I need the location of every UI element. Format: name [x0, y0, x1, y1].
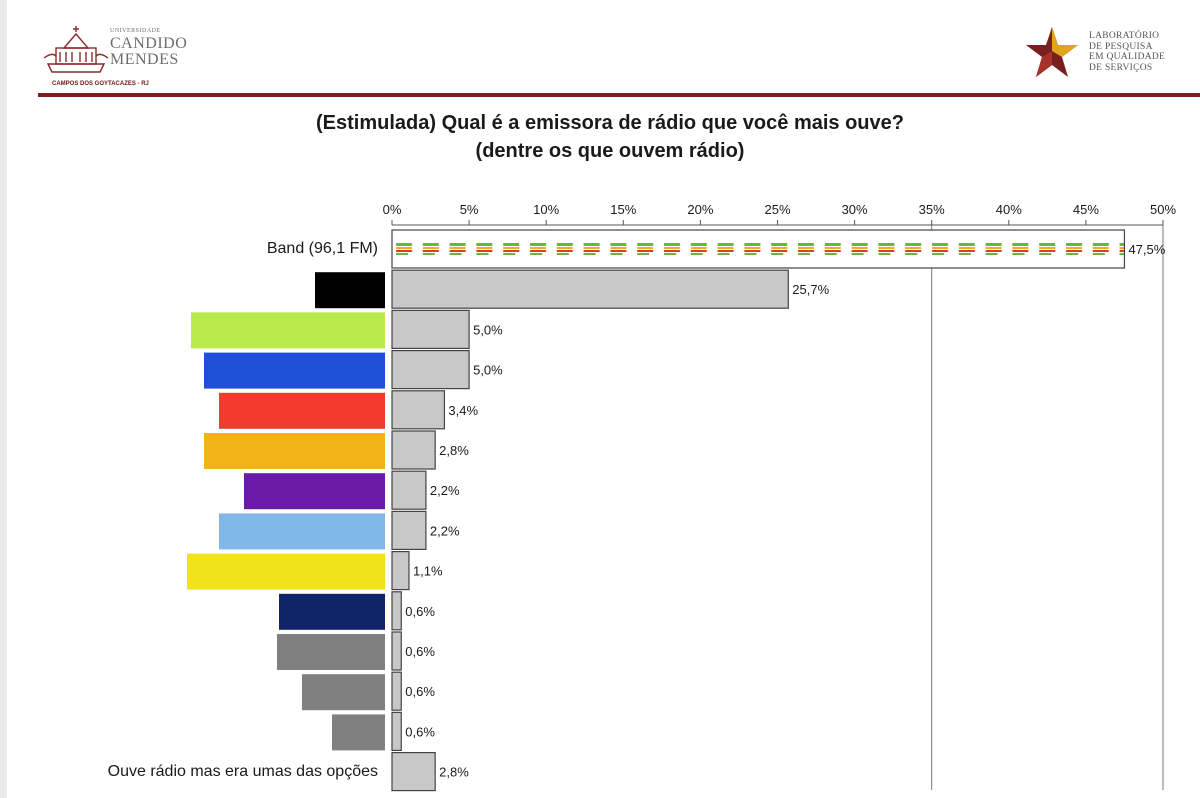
data-label: 47,5%	[1128, 242, 1165, 257]
data-label: 2,2%	[430, 523, 460, 538]
data-label: 3,4%	[448, 403, 478, 418]
category-label: Ouve rádio mas era umas das opções	[107, 762, 378, 780]
station-swatch	[332, 714, 385, 751]
x-tick-label: 50%	[1150, 202, 1176, 217]
station-swatch	[279, 593, 385, 630]
chart-subtitle: (dentre os que ouvem rádio)	[475, 140, 745, 162]
lab-line4: DE SERVIÇOS	[1089, 62, 1153, 73]
x-tick-label: 20%	[687, 202, 713, 217]
lab-line1: LABORATÓRIO	[1089, 31, 1160, 41]
lab-line2: DE PESQUISA	[1089, 41, 1153, 52]
bar	[391, 269, 789, 309]
station-swatch	[191, 312, 385, 349]
data-label: 0,6%	[405, 644, 435, 659]
bar	[391, 711, 402, 752]
x-tick-label: 40%	[996, 202, 1022, 217]
data-label: 0,6%	[405, 724, 435, 739]
university-name: UNIVERSIDADE CANDIDO MENDES	[110, 28, 187, 68]
bar	[391, 751, 436, 792]
data-label: 2,8%	[439, 765, 469, 780]
x-tick-label: 45%	[1073, 202, 1099, 217]
x-tick-label: 30%	[842, 202, 868, 217]
bar	[391, 309, 470, 349]
bar	[391, 229, 1126, 269]
station-swatch	[204, 433, 385, 469]
station-swatch	[204, 352, 385, 389]
data-label: 0,6%	[405, 604, 435, 619]
bar	[391, 390, 446, 430]
data-label: 2,2%	[430, 483, 460, 498]
station-swatch	[219, 513, 385, 550]
page-edge	[0, 0, 7, 798]
x-tick-label: 5%	[460, 202, 479, 217]
chart-title: (Estimulada) Qual é a emissora de rádio …	[316, 112, 904, 134]
data-label: 5,0%	[473, 363, 503, 378]
data-label: 1,1%	[413, 564, 443, 579]
lab-name: LABORATÓRIO DE PESQUISA EM QUALIDADE DE …	[1089, 31, 1165, 73]
x-tick-label: 15%	[610, 202, 636, 217]
data-label: 25,7%	[792, 282, 829, 297]
bar	[391, 631, 402, 671]
station-swatch	[244, 473, 385, 510]
station-swatch	[315, 272, 385, 309]
building-seal-icon	[43, 26, 109, 73]
header-rule	[38, 93, 1200, 97]
x-tick-label: 25%	[764, 202, 790, 217]
station-swatch	[302, 674, 385, 711]
bar	[391, 470, 427, 510]
bar	[391, 671, 402, 711]
x-tick-label: 10%	[533, 202, 559, 217]
data-label: 2,8%	[439, 443, 469, 458]
x-tick-label: 0%	[383, 202, 402, 217]
bar	[391, 430, 436, 470]
station-swatch	[219, 392, 385, 429]
category-label: Band (96,1 FM)	[266, 240, 378, 257]
bar	[391, 350, 470, 390]
station-swatch	[277, 634, 385, 670]
data-label: 0,6%	[405, 684, 435, 699]
bar	[391, 591, 402, 631]
lab-line3: EM QUALIDADE	[1089, 52, 1166, 62]
header: UNIVERSIDADE CANDIDO MENDES CAMPOS DOS G…	[0, 0, 1200, 100]
station-swatch	[187, 553, 385, 590]
university-line3: MENDES	[110, 51, 179, 68]
university-line2: CANDIDO	[110, 35, 188, 52]
data-label: 5,0%	[473, 322, 503, 337]
star-icon	[1026, 27, 1078, 77]
university-campus: CAMPOS DOS GOYTACAZES - RJ	[52, 81, 149, 87]
university-line1: UNIVERSIDADE	[110, 28, 161, 34]
x-tick-label: 35%	[919, 202, 945, 217]
bar	[391, 550, 410, 591]
bar	[391, 510, 427, 550]
